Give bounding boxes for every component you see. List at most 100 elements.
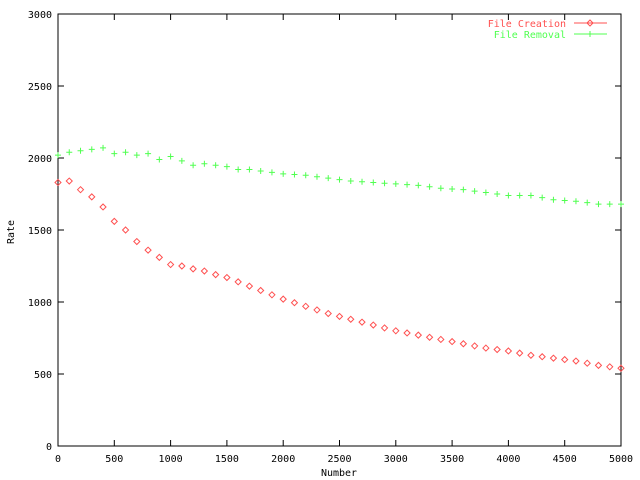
y-tick-label: 2000 xyxy=(28,154,52,165)
data-point xyxy=(437,335,445,344)
data-point xyxy=(156,156,163,163)
data-point xyxy=(290,299,299,307)
data-point xyxy=(166,260,175,269)
data-point xyxy=(302,172,309,179)
data-point xyxy=(572,357,580,365)
data-point xyxy=(470,342,479,350)
data-point xyxy=(88,193,96,201)
data-point xyxy=(527,192,534,199)
y-tick-label: 3000 xyxy=(28,10,52,21)
data-point xyxy=(381,180,388,187)
data-point xyxy=(211,270,220,279)
data-point xyxy=(493,345,501,354)
x-tick-label: 3500 xyxy=(440,454,464,465)
data-point xyxy=(100,144,107,151)
data-point xyxy=(279,295,287,303)
data-point xyxy=(561,197,568,204)
series-file-creation xyxy=(54,177,625,372)
data-point xyxy=(54,178,62,187)
data-point xyxy=(201,160,208,167)
data-point xyxy=(178,157,185,164)
data-point xyxy=(335,312,344,321)
data-point xyxy=(235,166,242,173)
data-point xyxy=(256,286,265,295)
data-point xyxy=(515,349,524,357)
data-point xyxy=(144,246,152,254)
data-point xyxy=(66,149,73,156)
data-point xyxy=(594,361,603,370)
data-point xyxy=(55,152,61,159)
data-point xyxy=(392,180,399,187)
data-point xyxy=(560,355,569,364)
data-point xyxy=(369,321,377,329)
data-point xyxy=(189,265,197,273)
data-point xyxy=(460,186,467,193)
y-axis: 0 500 1000 1500 2000 2500 3000 xyxy=(28,10,621,453)
data-point xyxy=(77,147,84,154)
data-point xyxy=(404,181,411,188)
data-point xyxy=(617,364,625,372)
data-point xyxy=(392,327,400,335)
data-point xyxy=(110,217,119,226)
data-point xyxy=(245,282,254,290)
x-tick-label: 4500 xyxy=(553,454,577,465)
data-point xyxy=(415,182,422,189)
series-file-removal xyxy=(55,144,624,208)
data-point xyxy=(234,278,242,286)
y-tick-label: 500 xyxy=(34,370,52,381)
data-point xyxy=(414,331,423,339)
plot-series xyxy=(54,144,625,372)
data-point xyxy=(223,163,230,170)
y-axis-label: Rate xyxy=(6,220,17,244)
data-point xyxy=(336,176,343,183)
data-point xyxy=(223,273,231,282)
y-tick-label: 1500 xyxy=(28,226,52,237)
data-point xyxy=(122,149,129,156)
data-point xyxy=(527,351,535,359)
data-point xyxy=(595,201,602,208)
data-point xyxy=(121,226,130,234)
data-point xyxy=(190,162,197,169)
data-point xyxy=(178,262,186,270)
data-point xyxy=(550,196,557,203)
x-axis: 0 500 1000 1500 2000 2500 3000 3500 4000 4500 5000 xyxy=(55,14,633,465)
data-point xyxy=(325,175,332,182)
data-point xyxy=(324,309,332,318)
data-point xyxy=(583,359,591,367)
legend-marker xyxy=(586,19,594,27)
data-point xyxy=(449,185,456,192)
data-point xyxy=(448,337,456,346)
legend-label: File Removal xyxy=(494,30,566,41)
data-point xyxy=(505,192,512,199)
data-point xyxy=(459,340,468,348)
data-point xyxy=(145,150,152,157)
y-tick-label: 1000 xyxy=(28,298,52,309)
data-point xyxy=(482,189,489,196)
x-tick-label: 2500 xyxy=(327,454,351,465)
data-point xyxy=(155,253,164,262)
data-point xyxy=(426,183,433,190)
data-point xyxy=(516,192,523,199)
x-tick-label: 500 xyxy=(105,454,123,465)
data-point xyxy=(133,152,140,159)
y-tick-label: 0 xyxy=(46,442,52,453)
data-point xyxy=(65,177,73,185)
data-point xyxy=(246,166,253,173)
y-tick-label: 2500 xyxy=(28,82,52,93)
data-point xyxy=(425,333,434,341)
legend-marker xyxy=(587,31,593,37)
data-point xyxy=(347,315,355,323)
data-point xyxy=(380,324,389,332)
data-point xyxy=(572,198,579,205)
data-point xyxy=(291,171,298,178)
x-tick-label: 2000 xyxy=(271,454,295,465)
legend-label: File Creation xyxy=(488,19,566,30)
data-point xyxy=(111,150,118,157)
data-point xyxy=(437,185,444,192)
data-point xyxy=(606,363,614,371)
data-point xyxy=(549,354,558,362)
data-point xyxy=(133,237,141,246)
data-point xyxy=(482,344,490,352)
